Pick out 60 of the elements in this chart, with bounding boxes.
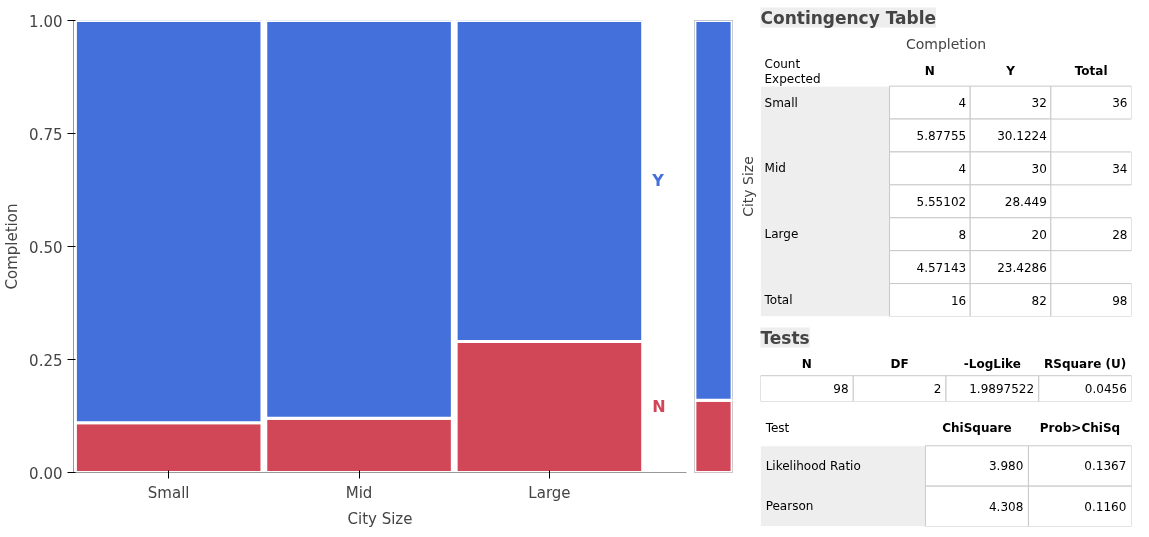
data-label: 8 — [958, 227, 967, 242]
text: Count — [764, 56, 801, 71]
data-label: 16 — [950, 293, 967, 308]
y-tick-label: Mid — [764, 161, 786, 176]
data-label: 30.1224 — [997, 128, 1047, 143]
data-label: 98 — [1112, 293, 1128, 308]
x-tick-label: Mid — [345, 483, 373, 502]
y-tick-label: Pearson — [765, 499, 814, 514]
data-label: 2 — [933, 382, 942, 397]
x-axis-title: Completion — [905, 35, 987, 52]
data-label: 1.9897522 — [969, 382, 1035, 397]
text: Expected — [764, 71, 821, 86]
y-tick-label: Small — [764, 95, 798, 110]
y-tick-label: Total — [763, 293, 793, 308]
data-label: 5.87755 — [916, 128, 967, 143]
data-label: 4.308 — [988, 499, 1024, 514]
x-tick-label: RSquare (U) — [1044, 357, 1127, 372]
data-label: 36 — [1112, 96, 1128, 111]
data-label: 20 — [1031, 227, 1047, 242]
series-label: Y — [651, 171, 665, 191]
data-label: 0.0456 — [1084, 382, 1127, 397]
chart-title: Contingency Table — [760, 7, 937, 28]
x-tick-label: DF — [890, 357, 909, 372]
chart-title: Tests — [760, 327, 810, 348]
y-tick-label: 1.00 — [29, 12, 63, 31]
data-label: 28.449 — [1004, 194, 1047, 209]
data-label: 30 — [1031, 161, 1047, 176]
data-label: 5.55102 — [916, 194, 967, 209]
x-tick-label: ChiSquare — [942, 420, 1012, 435]
data-label: 82 — [1031, 293, 1047, 308]
x-tick-label: N — [801, 357, 812, 372]
data-label: 98 — [833, 382, 849, 397]
x-tick-label: Total — [1074, 64, 1108, 79]
data-label: 0.1367 — [1084, 459, 1127, 474]
y-axis-title: City Size — [739, 156, 756, 217]
y-tick-label: 0.75 — [29, 125, 63, 144]
x-axis-title: City Size — [347, 509, 413, 528]
data-label: 3.980 — [988, 459, 1024, 474]
data-label: 28 — [1112, 227, 1128, 242]
x-tick-label: Prob>ChiSq — [1039, 420, 1121, 435]
y-tick-label: 0.50 — [29, 238, 63, 257]
text: Test — [764, 420, 790, 435]
data-label: 34 — [1112, 161, 1128, 176]
data-label: 4 — [958, 161, 967, 176]
x-tick-label: N — [924, 64, 935, 79]
y-tick-label: 0.00 — [29, 464, 63, 483]
x-tick-label: Y — [1005, 64, 1016, 79]
x-tick-label: -LogLike — [963, 357, 1021, 372]
y-tick-label: Large — [764, 227, 799, 242]
y-axis-title: Completion — [3, 203, 22, 290]
data-label: 32 — [1031, 96, 1047, 111]
y-tick-label: 0.25 — [29, 351, 63, 370]
x-tick-label: Large — [528, 483, 571, 502]
x-tick-label: Small — [147, 483, 190, 502]
y-tick-label: Likelihood Ratio — [765, 458, 861, 473]
data-label: 4.57143 — [916, 260, 967, 275]
data-label: 4 — [958, 96, 967, 111]
data-label: 23.4286 — [997, 260, 1047, 275]
series-label: N — [652, 397, 666, 417]
data-label: 0.1160 — [1084, 499, 1127, 514]
